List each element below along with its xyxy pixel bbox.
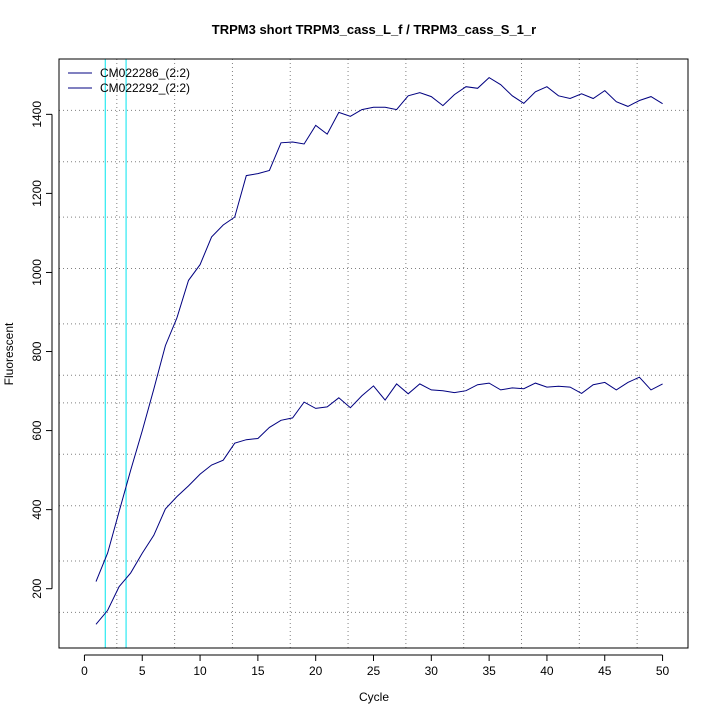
series-line-1: [95, 376, 663, 625]
y-tick-label-6: 1400: [30, 101, 44, 128]
x-axis: 0 5 10 15 20 25 30 35 40 45 50: [81, 654, 670, 678]
x-tick-label-0: 0: [81, 664, 88, 678]
series-layer: [95, 76, 663, 625]
legend-label-1: CM022292_(2:2): [100, 81, 190, 95]
y-tick-label-0: 200: [30, 578, 44, 598]
x-tick-label-6: 30: [425, 664, 439, 678]
y-tick-label-1: 400: [30, 499, 44, 519]
x-tick-label-1: 5: [139, 664, 146, 678]
chart-title: TRPM3 short TRPM3_cass_L_f / TRPM3_cass_…: [212, 22, 536, 37]
x-tick-label-9: 45: [598, 664, 612, 678]
x-axis-title: Cycle: [359, 690, 389, 704]
x-tick-label-8: 40: [540, 664, 554, 678]
x-tick-label-3: 15: [251, 664, 265, 678]
x-tick-label-4: 20: [309, 664, 323, 678]
legend: CM022286_(2:2)CM022292_(2:2): [68, 66, 190, 95]
y-tick-label-4: 1000: [30, 259, 44, 286]
x-tick-label-7: 35: [482, 664, 496, 678]
x-tick-label-2: 10: [193, 664, 207, 678]
legend-label-0: CM022286_(2:2): [100, 66, 190, 80]
y-tick-label-2: 600: [30, 420, 44, 440]
series-line-0: [95, 76, 663, 582]
vertical-markers: [104, 59, 127, 648]
y-tick-label-5: 1200: [30, 180, 44, 207]
x-tick-label-10: 50: [656, 664, 670, 678]
y-axis: 200 400 600 800 1000 1200 1400: [30, 101, 53, 599]
plot-frame: [58, 58, 689, 649]
grid-layer: [59, 59, 688, 648]
x-tick-label-5: 25: [367, 664, 381, 678]
y-axis-title: Fluorescent: [2, 322, 16, 385]
y-tick-label-3: 800: [30, 341, 44, 361]
